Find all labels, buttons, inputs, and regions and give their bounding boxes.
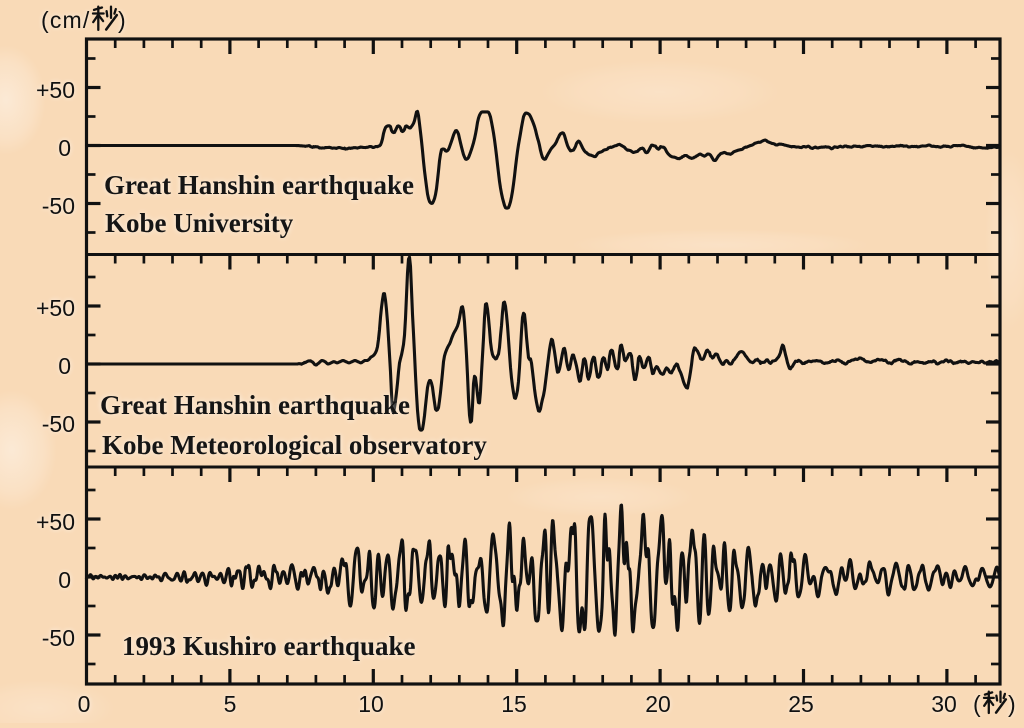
svg-text:Kobe Meteorological observator: Kobe Meteorological observatory bbox=[102, 430, 487, 460]
svg-text:10: 10 bbox=[358, 691, 384, 717]
svg-text:15: 15 bbox=[501, 691, 527, 717]
svg-text:+50: +50 bbox=[36, 509, 75, 535]
svg-text:30: 30 bbox=[931, 691, 957, 717]
svg-text:): ) bbox=[118, 7, 126, 33]
svg-text:+50: +50 bbox=[36, 77, 75, 103]
svg-text:25: 25 bbox=[788, 691, 814, 717]
svg-text:(: ( bbox=[973, 691, 981, 717]
svg-text:0: 0 bbox=[78, 691, 91, 717]
svg-text:Kobe University: Kobe University bbox=[105, 208, 294, 238]
svg-text:Great Hanshin earthquake: Great Hanshin earthquake bbox=[100, 390, 410, 420]
svg-text:20: 20 bbox=[645, 691, 671, 717]
svg-text:5: 5 bbox=[224, 691, 237, 717]
svg-text:-50: -50 bbox=[42, 411, 75, 437]
svg-text:+50: +50 bbox=[36, 295, 75, 321]
svg-text:): ) bbox=[1008, 691, 1016, 717]
svg-text:Great Hanshin earthquake: Great Hanshin earthquake bbox=[104, 170, 414, 200]
svg-text:0: 0 bbox=[58, 135, 71, 161]
svg-text:0: 0 bbox=[58, 567, 71, 593]
svg-text:0: 0 bbox=[58, 353, 71, 379]
svg-text:1993 Kushiro earthquake: 1993 Kushiro earthquake bbox=[122, 631, 416, 661]
svg-text:(cm/: (cm/ bbox=[41, 7, 91, 33]
svg-text:-50: -50 bbox=[42, 193, 75, 219]
svg-text:-50: -50 bbox=[42, 625, 75, 651]
